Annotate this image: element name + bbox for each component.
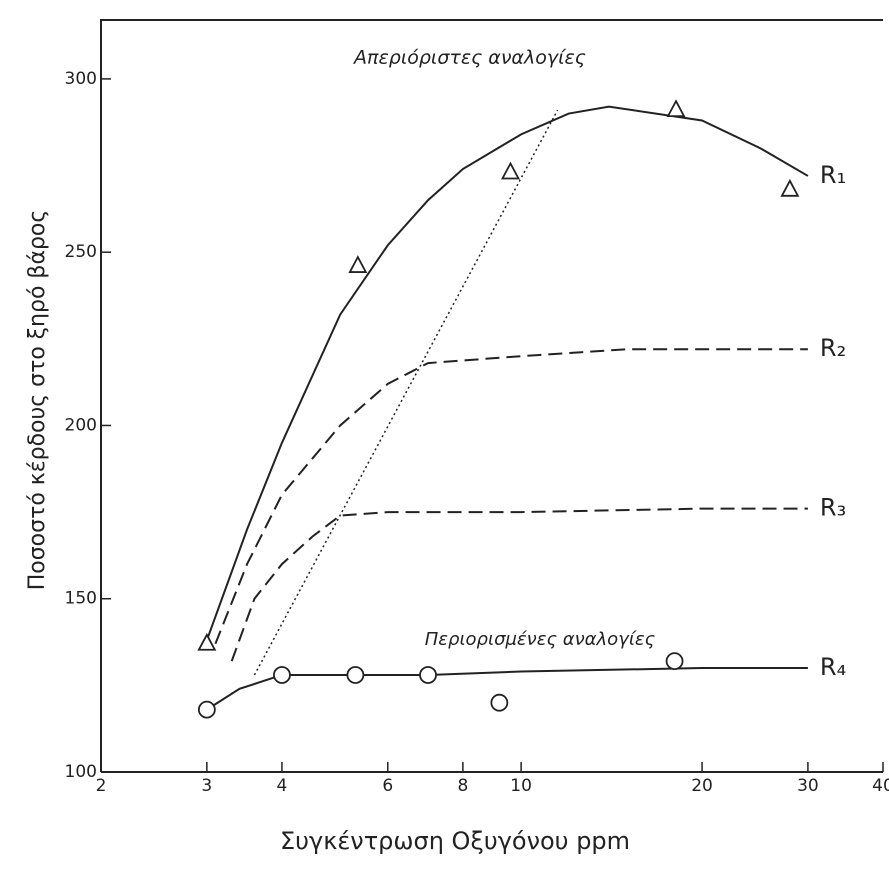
marker	[348, 255, 368, 273]
y-tick-label: 200	[65, 415, 97, 435]
marker	[346, 666, 365, 684]
x-tick-label: 3	[201, 776, 212, 796]
marker	[197, 700, 216, 719]
series-line	[253, 109, 559, 676]
marker	[500, 161, 520, 180]
series-line	[214, 348, 808, 645]
series-label: R₂	[820, 334, 846, 362]
x-tick-label: 6	[382, 776, 393, 796]
x-tick-label: 2	[96, 776, 107, 796]
x-tick-label: 4	[277, 776, 288, 796]
y-tick-label: 150	[65, 589, 97, 609]
series-line	[230, 507, 808, 662]
y-tick-label: 100	[65, 762, 97, 782]
series-label: R₃	[820, 494, 846, 522]
series-label: R₄	[820, 653, 846, 681]
y-axis-label: Ποσοστό κέρδους στο ξηρό βάρος	[25, 210, 50, 591]
marker	[197, 632, 217, 651]
x-axis-label: Συγκέντρωση Οξυγόνου ppm	[280, 827, 630, 855]
x-tick-label: 30	[797, 776, 819, 796]
marker	[419, 666, 437, 684]
y-tick-label: 250	[65, 242, 97, 262]
series-line	[205, 105, 809, 641]
plot-frame	[100, 19, 883, 773]
marker	[665, 652, 684, 671]
x-tick-label: 40	[872, 776, 889, 796]
y-tick-label: 300	[65, 69, 97, 89]
marker	[273, 666, 291, 684]
annotation: Περιορισμένες αναλογίες	[425, 629, 656, 650]
x-tick-label: 10	[510, 776, 532, 796]
series-label: R₁	[820, 161, 846, 189]
x-tick-label: 8	[457, 776, 468, 796]
x-tick-label: 20	[691, 776, 713, 796]
marker	[780, 178, 800, 197]
marker	[490, 693, 509, 712]
marker	[666, 99, 686, 118]
annotation: Απεριόριστες αναλογίες	[352, 47, 586, 69]
